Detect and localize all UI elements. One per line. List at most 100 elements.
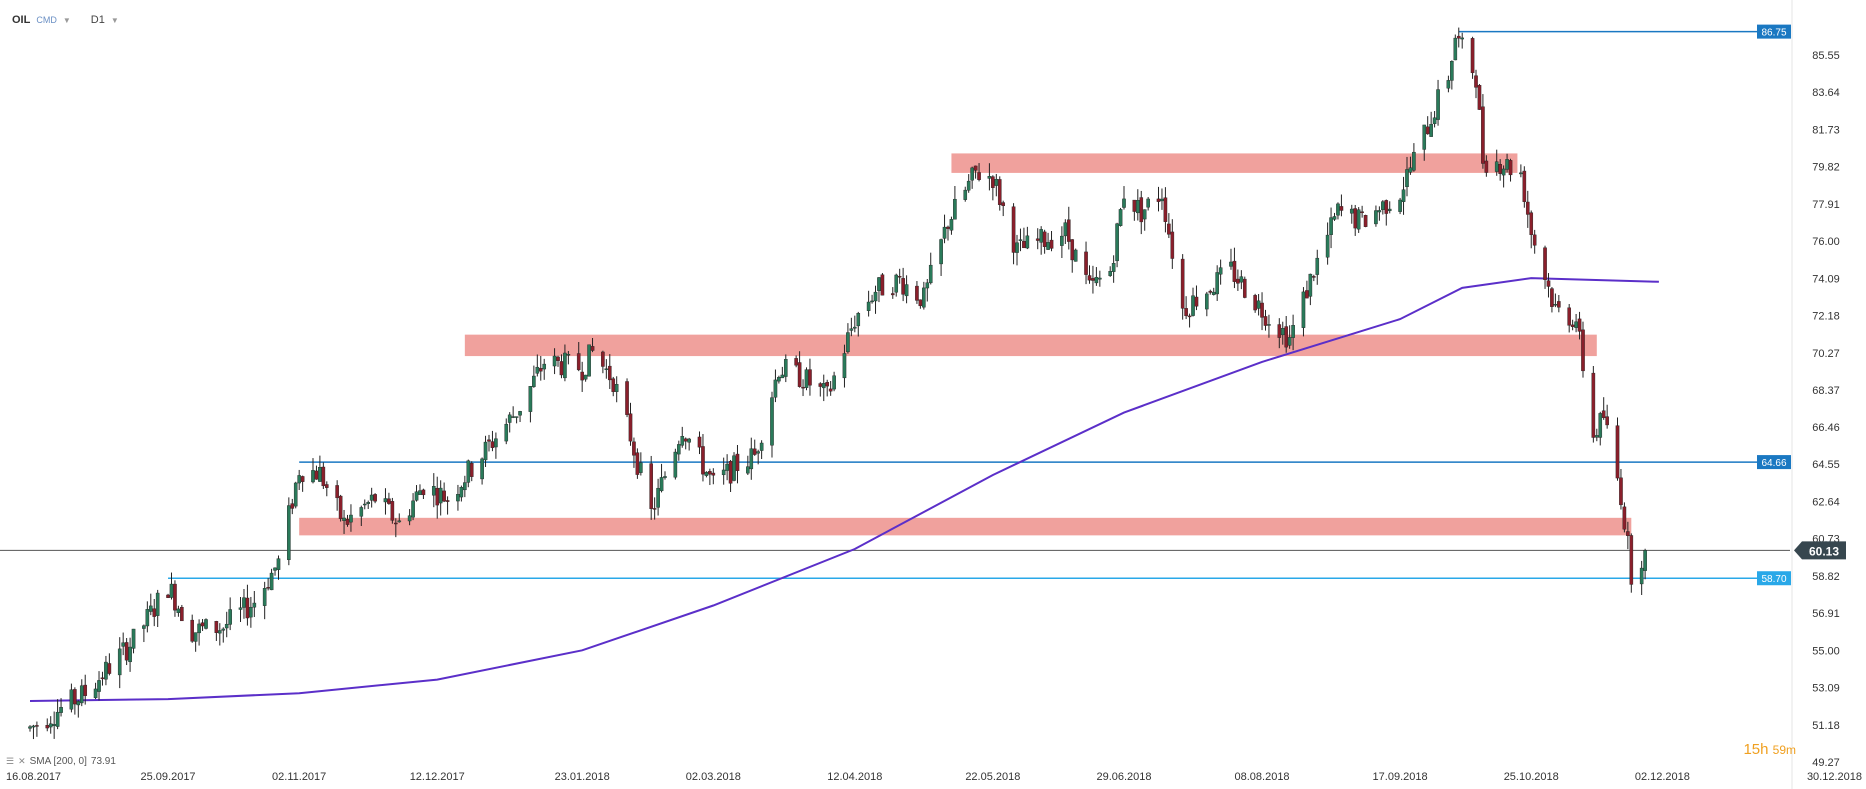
candle-body <box>918 299 923 307</box>
candle-body <box>318 467 322 482</box>
candle-body <box>794 358 798 366</box>
candle-body <box>953 198 957 220</box>
candle-body <box>1011 206 1016 253</box>
candle-body <box>1167 223 1171 235</box>
candle-body <box>1111 263 1116 272</box>
candle-body <box>773 379 778 398</box>
candle-body <box>559 361 564 376</box>
candle-body <box>1494 161 1499 172</box>
menu-icon[interactable]: ☰ <box>6 756 15 766</box>
candle-body <box>1070 239 1075 261</box>
candle-body <box>431 486 436 496</box>
candle-body <box>45 725 50 729</box>
y-tick-label: 58.82 <box>1812 571 1840 583</box>
candle-body <box>242 597 246 608</box>
candle-body <box>73 689 77 705</box>
candle-body <box>273 567 277 571</box>
timeframe-selector[interactable]: D1 <box>90 14 105 26</box>
candle-body <box>1122 198 1126 208</box>
candle-body <box>1522 170 1527 202</box>
chevron-down-icon[interactable]: ▼ <box>62 15 71 25</box>
candle-body <box>1084 251 1088 275</box>
candle-body <box>1291 325 1295 338</box>
y-tick-label: 70.27 <box>1812 348 1840 360</box>
candle-body <box>1284 326 1288 348</box>
candle-body <box>880 274 885 296</box>
candle-body <box>300 476 305 482</box>
candle-body <box>490 441 495 448</box>
candle-body <box>169 583 174 598</box>
zone-0 <box>951 153 1518 173</box>
countdown-minutes: 59m <box>1772 743 1796 757</box>
candle-body <box>204 619 208 629</box>
candle-body <box>1336 203 1340 216</box>
candle-body <box>542 363 547 370</box>
candle-body <box>604 368 609 370</box>
candle-body <box>218 630 222 634</box>
candle-body <box>1574 321 1578 328</box>
candle-body <box>383 498 388 503</box>
candle-body <box>683 438 688 442</box>
candle-body <box>414 491 419 501</box>
candle-body <box>1022 240 1026 249</box>
candle-body <box>1622 506 1627 530</box>
candle-body <box>1267 324 1271 326</box>
candle-body <box>846 332 850 353</box>
candle-body <box>821 383 826 389</box>
candle-body <box>297 475 301 484</box>
candle-body <box>1208 290 1213 293</box>
candle-body <box>635 452 640 475</box>
candle-body <box>639 462 643 473</box>
candle-body <box>973 165 978 171</box>
x-tick-label: 12.12.2017 <box>410 771 465 783</box>
candle-body <box>853 326 857 329</box>
candle-body <box>1594 435 1599 438</box>
symbol-label[interactable]: OIL <box>12 14 31 26</box>
candle-body <box>407 515 412 522</box>
candle-body <box>732 455 736 481</box>
candle-body <box>1025 235 1030 249</box>
candle-body <box>915 285 919 301</box>
candle-body <box>435 487 440 506</box>
candle-body <box>373 494 377 502</box>
candle-body <box>777 377 781 382</box>
candle-body <box>100 677 105 680</box>
candle-body <box>1546 280 1551 287</box>
candle-body <box>1446 80 1451 89</box>
y-tick-label: 81.73 <box>1812 124 1840 136</box>
candle-body <box>1191 295 1195 316</box>
candle-body <box>1163 197 1168 222</box>
y-axis: 85.55 83.64 81.73 79.82 77.91 76.00 74.09 72.18… <box>1791 0 1840 789</box>
candle-body <box>1422 124 1427 150</box>
candle-body <box>1094 276 1099 284</box>
candle-body <box>1156 198 1161 202</box>
candle-body <box>1091 278 1095 281</box>
candle-body <box>1312 276 1316 278</box>
candle-body <box>1046 242 1050 250</box>
candle-body <box>1305 290 1309 299</box>
candle-body <box>228 609 232 625</box>
candle-body <box>708 471 712 475</box>
candle-body <box>922 287 926 308</box>
x-tick-label: 16.08.2017 <box>6 771 61 783</box>
candle-body <box>1591 372 1596 438</box>
candle-body <box>611 378 616 392</box>
candle-body <box>849 328 854 331</box>
candle-body <box>342 517 346 521</box>
x-axis: 16.08.2017 25.09.2017 02.11.2017 12.12.2017… <box>6 771 1862 783</box>
candle-body <box>632 441 636 456</box>
candle-body <box>1453 37 1458 61</box>
candle-body <box>970 167 974 181</box>
candle-body <box>1501 168 1506 176</box>
candle-body <box>55 711 60 727</box>
x-tick-label: 29.06.2018 <box>1096 771 1151 783</box>
candle-body <box>456 494 460 502</box>
candle-body <box>576 353 581 371</box>
chevron-down-icon[interactable]: ▼ <box>110 15 119 25</box>
candle-body <box>193 632 198 642</box>
candle-body <box>1543 247 1547 280</box>
candle-body <box>1436 89 1440 120</box>
candle-body <box>607 365 612 381</box>
close-icon[interactable]: ✕ <box>18 756 26 766</box>
